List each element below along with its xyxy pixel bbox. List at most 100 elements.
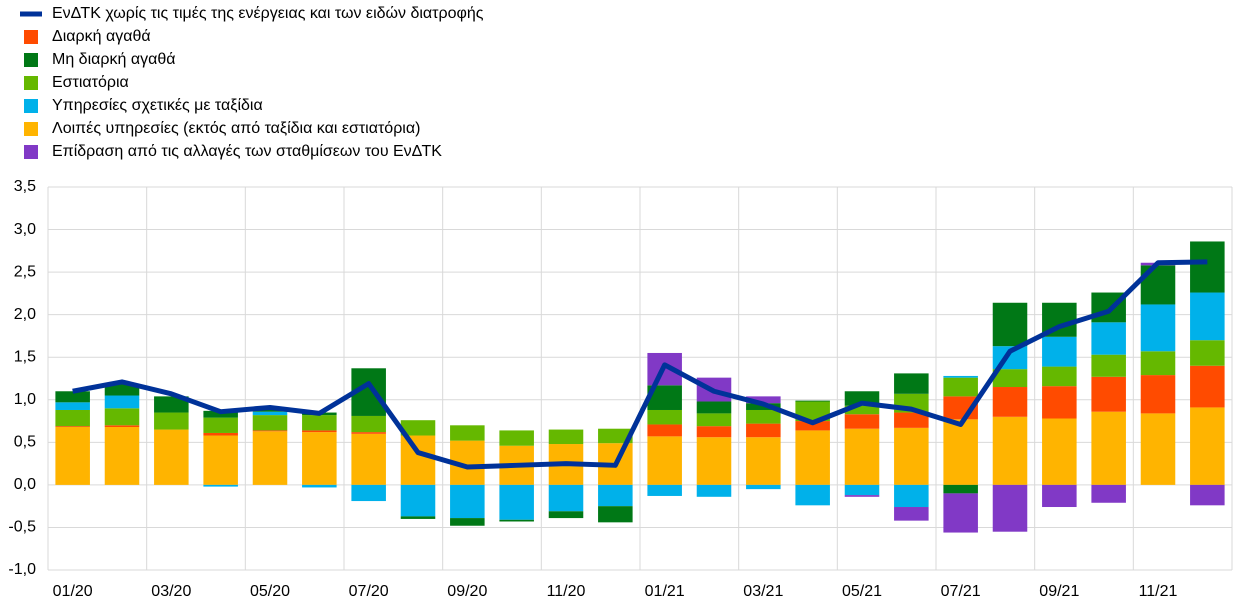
- bar-segment: [400, 435, 436, 485]
- bar-segment: [746, 396, 781, 404]
- bar-segment: [746, 437, 781, 485]
- bar-segment: [696, 484, 732, 497]
- line-series: [72, 259, 1208, 470]
- bar-segment: [203, 410, 238, 418]
- bar-segment: [55, 391, 90, 403]
- bar-segment: [1091, 376, 1126, 412]
- bar-segment: [696, 413, 732, 427]
- bar-segment: [844, 414, 880, 429]
- bar-segment: [992, 369, 1028, 388]
- bar-segment: [992, 302, 1028, 347]
- bar-segment: [746, 409, 781, 424]
- x-tick-label: 09/20: [447, 583, 487, 600]
- bar-segment: [252, 415, 288, 431]
- y-tick-label: 1,5: [14, 348, 36, 365]
- bar-segment: [943, 375, 978, 378]
- bar-segment: [1042, 484, 1077, 508]
- bar-segment: [252, 431, 288, 485]
- y-tick-label: 2,0: [14, 306, 36, 323]
- bar-segment: [203, 435, 238, 485]
- bar-segment: [894, 507, 929, 521]
- bar-segment: [647, 424, 682, 437]
- bar-segment: [104, 395, 140, 409]
- bar-segment: [696, 437, 732, 485]
- bar-segment: [844, 495, 880, 497]
- bar-segment: [598, 484, 633, 507]
- bar-segment: [894, 427, 929, 485]
- bar-segment: [1091, 322, 1126, 355]
- bar-segment: [795, 430, 830, 485]
- bar-segment: [252, 430, 288, 432]
- x-tick-label: 01/21: [645, 583, 685, 600]
- bar-segment: [795, 421, 830, 431]
- y-tick-label: -1,0: [8, 561, 36, 578]
- bar-segment: [302, 415, 337, 431]
- bar-segment: [104, 408, 140, 426]
- legend-swatch: [24, 76, 38, 90]
- bar-segment: [844, 405, 880, 415]
- bar-segment: [351, 484, 386, 502]
- bar-segment: [647, 436, 682, 485]
- legend-swatch: [24, 53, 38, 67]
- bar-segment: [252, 411, 288, 416]
- bar-segment: [696, 401, 732, 414]
- bar-segment: [302, 430, 337, 433]
- bar-segment: [795, 484, 830, 506]
- bar-segment: [992, 416, 1028, 485]
- bar-segment: [1140, 413, 1176, 485]
- x-tick-label: 03/21: [743, 583, 783, 600]
- bar-segment: [499, 519, 534, 522]
- bar-segment: [55, 427, 90, 485]
- bar-segment: [154, 429, 189, 485]
- bar-segment: [203, 484, 238, 487]
- bar-segment: [795, 400, 830, 402]
- bar-segment: [400, 420, 436, 436]
- bar-segment: [647, 409, 682, 425]
- bar-segment: [1190, 241, 1225, 293]
- bar-segment: [1190, 365, 1225, 408]
- bar-segment: [647, 484, 682, 496]
- y-tick-label: 2,5: [14, 263, 36, 280]
- bar-segment: [1190, 407, 1225, 485]
- bar-segment: [351, 415, 386, 433]
- x-tick-label: 05/20: [250, 583, 290, 600]
- bar-segment: [943, 419, 978, 485]
- bar-segment: [252, 409, 288, 412]
- bar-segment: [1190, 340, 1225, 366]
- bar-segment: [104, 425, 140, 428]
- y-tick-label: 3,5: [14, 178, 36, 195]
- bar-segment: [1091, 411, 1126, 485]
- bar-segment: [844, 484, 880, 496]
- bar-segment: [1190, 292, 1225, 341]
- bar-segment: [154, 412, 189, 430]
- bar-segment: [302, 484, 337, 488]
- legend-label: Λοιπές υπηρεσίες (εκτός από ταξίδια και …: [52, 120, 420, 137]
- bar-segment: [450, 425, 485, 441]
- bar-segment: [746, 423, 781, 438]
- legend-label: ΕνΔΤΚ χωρίς τις τιμές της ενέργειας και …: [52, 5, 484, 22]
- bar-segment: [598, 506, 633, 523]
- bar-segment: [104, 427, 140, 485]
- bar-segment: [598, 428, 633, 444]
- bar-segment: [746, 484, 781, 490]
- bar-segment: [1091, 354, 1126, 377]
- bar-segment: [1091, 484, 1126, 503]
- x-tick-label: 07/21: [941, 583, 981, 600]
- legend-swatch: [24, 145, 38, 159]
- bar-segment: [1140, 351, 1176, 376]
- bar-segment: [1140, 375, 1176, 414]
- bar-segment: [548, 484, 584, 512]
- bar-segment: [499, 484, 534, 520]
- bar-segment: [1042, 418, 1077, 485]
- bar-segment: [55, 402, 90, 410]
- bar-segment: [55, 409, 90, 427]
- bar-segment: [1140, 304, 1176, 352]
- legend-swatch: [24, 99, 38, 113]
- bar-segment: [154, 396, 189, 413]
- bar-segment: [351, 432, 386, 434]
- bar-segment: [894, 484, 929, 508]
- bar-segment: [548, 429, 584, 445]
- legend-swatch: [24, 30, 38, 44]
- legend-label: Επίδραση από τις αλλαγές των σταθμίσεων …: [52, 143, 442, 160]
